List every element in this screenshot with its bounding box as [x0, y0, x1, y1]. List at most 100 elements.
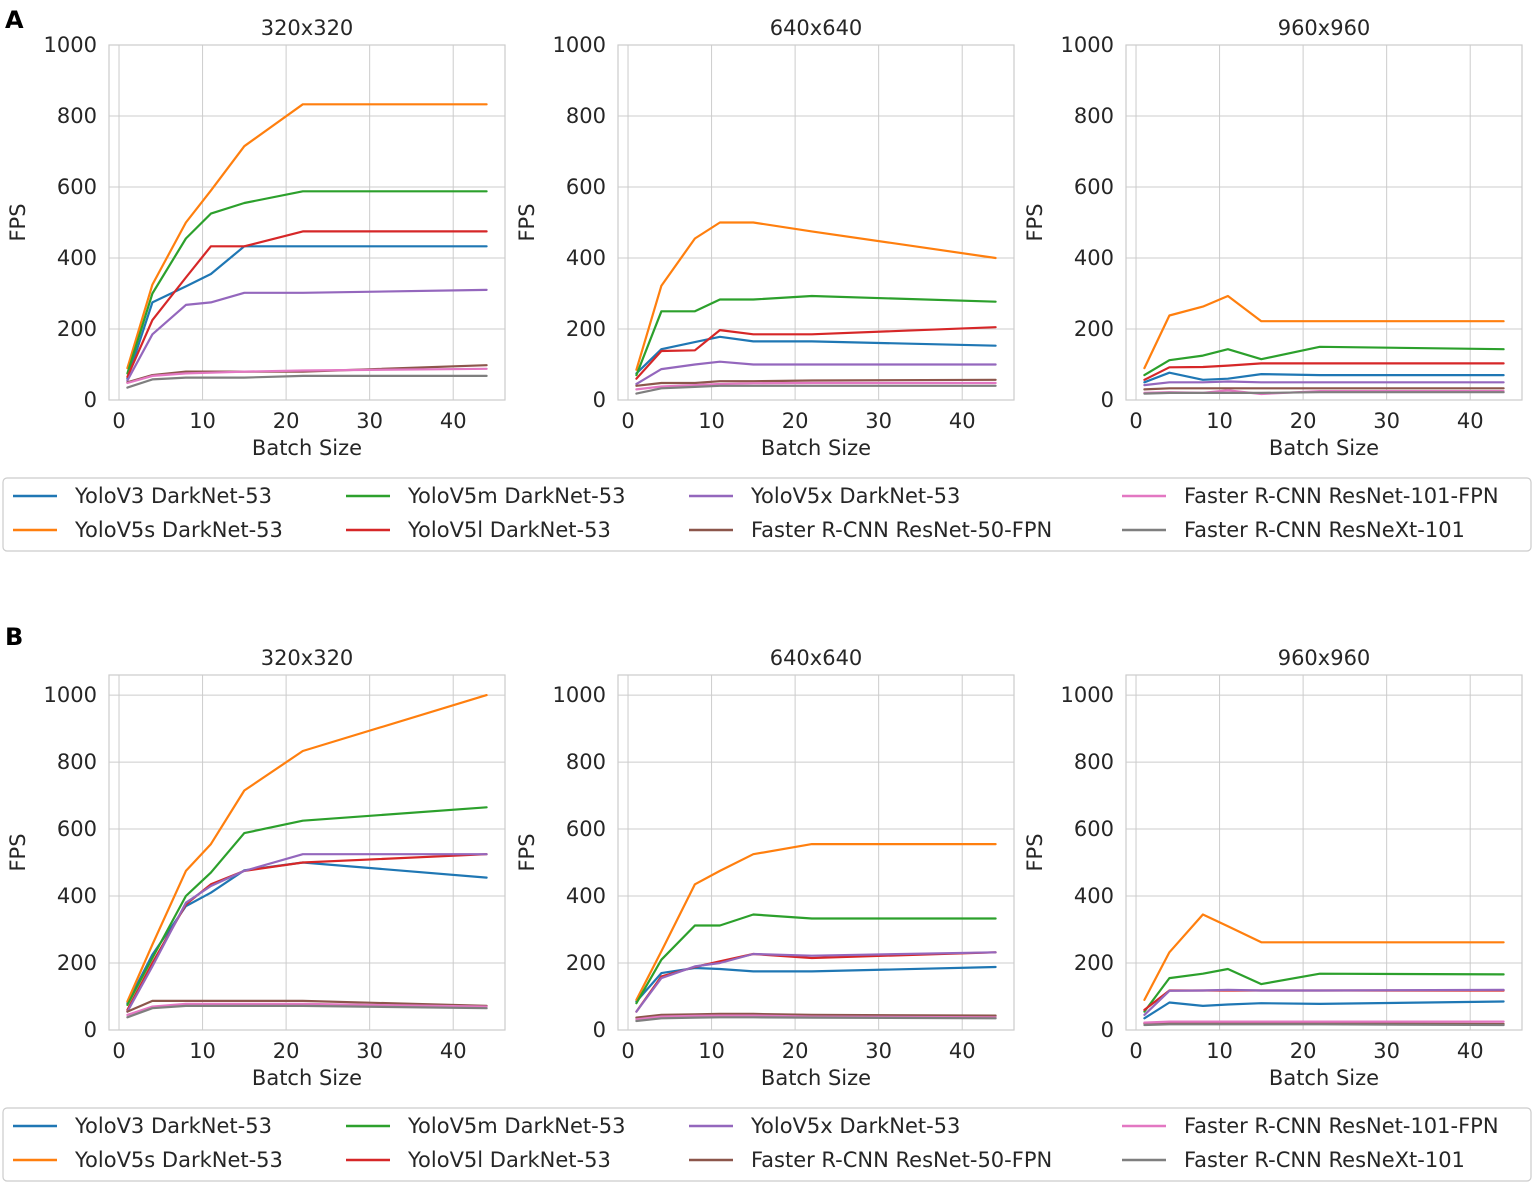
y-tick-label: 400	[1074, 246, 1114, 270]
legend-label-yolov5m-darknet-53: YoloV5m DarkNet-53	[407, 484, 625, 508]
series-line-yolov5x-darknet-53	[1143, 380, 1505, 387]
chart-title: 320x320	[261, 646, 354, 670]
y-axis-label: FPS	[1023, 833, 1047, 871]
x-tick-label: 0	[1129, 1039, 1142, 1063]
chart-640x640: 0 200 400 600 800 1000 0 10 20 30 40 640x640 Batch S…	[515, 16, 1015, 460]
series-line-faster-r-cnn-resnet-50-fpn	[635, 378, 997, 387]
series-line-faster-r-cnn-resnet-50-fpn	[635, 1012, 997, 1019]
x-tick-label: 0	[112, 1039, 125, 1063]
y-tick-label: 0	[593, 1018, 606, 1042]
series-line-yolov5x-darknet-53	[635, 951, 997, 1013]
y-tick-label: 200	[566, 317, 606, 341]
legend-label-yolov5s-darknet-53: YoloV5s DarkNet-53	[74, 518, 283, 542]
plot-area	[109, 675, 505, 1030]
x-tick-label: 40	[440, 409, 467, 433]
x-tick-label: 30	[865, 409, 892, 433]
y-tick-label: 200	[566, 951, 606, 975]
chart-320x320: 0 200 400 600 800 1000 0 10 20 30 40 320x320 Batch S…	[6, 646, 506, 1090]
series-line-yolov5m-darknet-53	[635, 294, 997, 377]
plot-frame	[1125, 44, 1523, 401]
y-axis-label: FPS	[6, 833, 30, 871]
x-tick-label: 10	[189, 1039, 216, 1063]
y-tick-label: 200	[1074, 951, 1114, 975]
plot-area	[1126, 45, 1522, 400]
x-tick-label: 30	[865, 1039, 892, 1063]
legend-label-yolov5s-darknet-53: YoloV5s DarkNet-53	[74, 1148, 283, 1172]
series-line-yolov5m-darknet-53	[635, 913, 997, 1005]
legend-label-faster-r-cnn-resnet-50-fpn: Faster R-CNN ResNet-50-FPN	[751, 1148, 1052, 1172]
legend-label-yolov5x-darknet-53: YoloV5x DarkNet-53	[750, 1114, 960, 1138]
plot-frame	[1125, 674, 1523, 1031]
x-axis-label: Batch Size	[1269, 1066, 1379, 1090]
y-tick-label: 800	[57, 104, 97, 128]
legend-label-faster-r-cnn-resnext-101: Faster R-CNN ResNeXt-101	[1184, 1148, 1465, 1172]
x-tick-label: 0	[1129, 409, 1142, 433]
x-tick-label: 0	[621, 1039, 634, 1063]
legend-label-faster-r-cnn-resnext-101: Faster R-CNN ResNeXt-101	[1184, 518, 1465, 542]
y-tick-label: 600	[566, 175, 606, 199]
series-line-faster-r-cnn-resnext-101	[126, 374, 488, 389]
series-line-yolov5x-darknet-53	[635, 360, 997, 386]
x-tick-label: 20	[1290, 409, 1317, 433]
legend-label-faster-r-cnn-resnet-50-fpn: Faster R-CNN ResNet-50-FPN	[751, 518, 1052, 542]
series-line-faster-r-cnn-resnext-101	[1143, 391, 1505, 395]
series-line-yolov5l-darknet-53	[1143, 362, 1505, 381]
series-line-faster-r-cnn-resnet-50-fpn	[126, 999, 488, 1013]
x-axis-label: Batch Size	[761, 1066, 871, 1090]
y-tick-label: 600	[566, 817, 606, 841]
y-tick-label: 600	[1074, 817, 1114, 841]
legend-label-yolov5x-darknet-53: YoloV5x DarkNet-53	[750, 484, 960, 508]
y-tick-label: 1000	[553, 33, 606, 57]
legend-label-yolov5l-darknet-53: YoloV5l DarkNet-53	[407, 518, 611, 542]
y-tick-label: 0	[84, 1018, 97, 1042]
y-tick-label: 1000	[44, 33, 97, 57]
plot-area	[109, 45, 505, 400]
x-tick-label: 20	[782, 1039, 809, 1063]
y-tick-label: 0	[1101, 388, 1114, 412]
chart-640x640: 0 200 400 600 800 1000 0 10 20 30 40 640x640 Batch S…	[515, 646, 1015, 1090]
chart-title: 960x960	[1278, 16, 1371, 40]
series-line-yolov5s-darknet-53	[126, 693, 488, 1003]
series-line-yolov3-darknet-53	[635, 335, 997, 375]
legend-label-yolov5l-darknet-53: YoloV5l DarkNet-53	[407, 1148, 611, 1172]
y-axis-label: FPS	[1023, 203, 1047, 241]
plot-area	[1126, 675, 1522, 1030]
series-line-faster-r-cnn-resnet-50-fpn	[1143, 387, 1505, 391]
chart-title: 640x640	[770, 646, 863, 670]
legend-label-faster-r-cnn-resnet-101-fpn: Faster R-CNN ResNet-101-FPN	[1184, 484, 1499, 508]
chart-960x960: 0 200 400 600 800 1000 0 10 20 30 40 960x960 Batch S…	[1023, 16, 1523, 460]
y-tick-label: 1000	[1061, 33, 1114, 57]
x-tick-label: 30	[1373, 1039, 1400, 1063]
y-tick-label: 400	[566, 246, 606, 270]
y-tick-label: 200	[57, 951, 97, 975]
x-tick-label: 10	[189, 409, 216, 433]
x-tick-label: 30	[356, 409, 383, 433]
chart-960x960: 0 200 400 600 800 1000 0 10 20 30 40 960x960 Batch S…	[1023, 646, 1523, 1090]
x-tick-label: 10	[698, 409, 725, 433]
legend-label-yolov3-darknet-53: YoloV3 DarkNet-53	[74, 484, 272, 508]
legend-label-yolov3-darknet-53: YoloV3 DarkNet-53	[74, 1114, 272, 1138]
y-tick-label: 800	[1074, 104, 1114, 128]
y-tick-label: 1000	[553, 683, 606, 707]
series-line-yolov5x-darknet-53	[126, 288, 488, 382]
chart-title: 640x640	[770, 16, 863, 40]
series-line-yolov5x-darknet-53	[126, 853, 488, 1013]
legend-label-yolov5m-darknet-53: YoloV5m DarkNet-53	[407, 1114, 625, 1138]
x-tick-label: 40	[1457, 1039, 1484, 1063]
x-tick-label: 10	[1206, 1039, 1233, 1063]
series-line-yolov3-darknet-53	[1143, 1000, 1505, 1020]
x-axis-label: Batch Size	[252, 1066, 362, 1090]
plot-frame	[617, 674, 1015, 1031]
series-line-yolov3-darknet-53	[1143, 371, 1505, 384]
x-tick-label: 20	[273, 409, 300, 433]
series-line-yolov5s-darknet-53	[635, 221, 997, 371]
x-tick-label: 10	[698, 1039, 725, 1063]
y-axis-label: FPS	[515, 833, 539, 871]
series-line-yolov3-darknet-53	[126, 245, 488, 380]
y-tick-label: 600	[1074, 175, 1114, 199]
legend-label-faster-r-cnn-resnet-101-fpn: Faster R-CNN ResNet-101-FPN	[1184, 1114, 1499, 1138]
x-tick-label: 30	[1373, 409, 1400, 433]
